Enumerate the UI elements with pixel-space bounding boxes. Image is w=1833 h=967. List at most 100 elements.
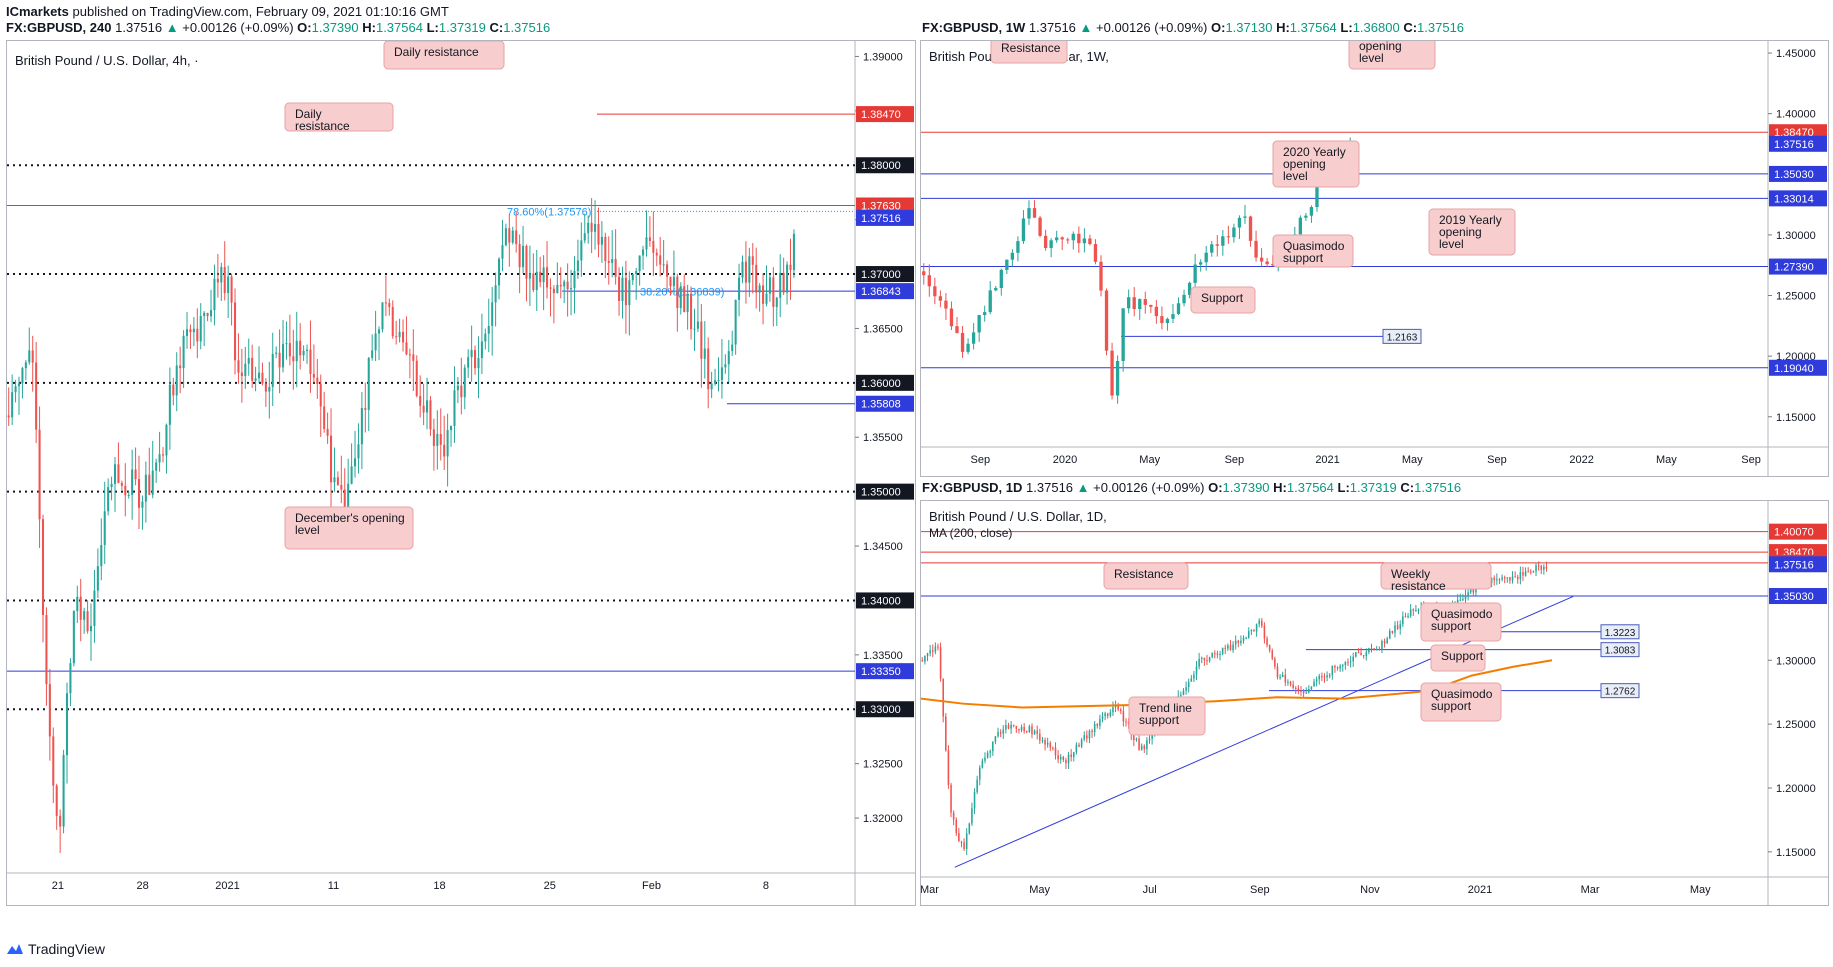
candle-up bbox=[1041, 740, 1044, 742]
candle-down bbox=[432, 429, 435, 446]
x-tick-label: May bbox=[1029, 884, 1050, 896]
candle-up bbox=[501, 245, 504, 259]
candle-down bbox=[1248, 216, 1253, 241]
candle-up bbox=[768, 277, 771, 294]
d1-chart-svg[interactable]: 1.30000 1.25000 1.20000 1.15000 Mar May Jul Sep… bbox=[921, 501, 1828, 905]
candle-up bbox=[494, 285, 497, 303]
candle-down bbox=[415, 360, 418, 396]
h4-high: 1.37564 bbox=[375, 20, 423, 35]
x-tick-label: 2021 bbox=[1468, 884, 1492, 896]
candle-down bbox=[323, 406, 326, 429]
callout-text: Quasimodo bbox=[1431, 607, 1493, 621]
candle-up bbox=[1219, 653, 1221, 655]
candle-up bbox=[710, 383, 713, 390]
candle-up bbox=[997, 732, 999, 737]
candle-down bbox=[1378, 648, 1381, 650]
candle-up bbox=[611, 259, 614, 263]
candle-up bbox=[65, 693, 69, 756]
candle-up bbox=[1399, 624, 1402, 629]
candle-down bbox=[949, 308, 954, 327]
candle-down bbox=[189, 329, 192, 333]
candle-down bbox=[1032, 208, 1037, 218]
candle-down bbox=[515, 230, 518, 245]
price-label: 1.34000 bbox=[861, 595, 901, 607]
candle-up bbox=[1456, 600, 1459, 604]
candle-down bbox=[1138, 738, 1140, 750]
y-tick-label: 1.36500 bbox=[863, 323, 903, 335]
callout-text: 2020 Yearly bbox=[1283, 145, 1346, 159]
candle-down bbox=[1091, 730, 1093, 733]
w1-close: 1.37516 bbox=[1417, 20, 1465, 35]
candle-down bbox=[789, 264, 792, 271]
candle-up bbox=[1075, 744, 1078, 753]
price-label-box bbox=[1769, 359, 1827, 376]
x-tick-label: 21 bbox=[52, 880, 64, 892]
candle-down bbox=[1292, 684, 1294, 688]
w1-price: 1.37516 bbox=[1028, 20, 1076, 35]
candle-up bbox=[271, 353, 274, 387]
candle-down bbox=[1012, 724, 1015, 726]
candle-up bbox=[1082, 238, 1087, 244]
d1-chart-panel[interactable]: 1.30000 1.25000 1.20000 1.15000 Mar May Jul Sep… bbox=[920, 500, 1829, 906]
candle-up bbox=[378, 329, 381, 334]
candle-up bbox=[1005, 259, 1009, 270]
callout-text: Daily resistance bbox=[394, 45, 479, 59]
w1-chart-panel[interactable]: 1.45000 1.40000 1.30000 1.25000 1.20000 1.150… bbox=[920, 40, 1829, 477]
candle-down bbox=[614, 259, 617, 277]
candle-down bbox=[1122, 710, 1125, 722]
candle-down bbox=[1527, 571, 1529, 573]
candle-down bbox=[922, 271, 926, 276]
footer-brand[interactable]: TradingView bbox=[6, 940, 105, 958]
candle-up bbox=[1180, 695, 1182, 697]
candle-up bbox=[1101, 716, 1104, 720]
candle-up bbox=[158, 454, 161, 463]
candle-up bbox=[1352, 656, 1355, 662]
candle-down bbox=[179, 365, 182, 369]
candle-up bbox=[1543, 566, 1545, 570]
candle-up bbox=[1232, 227, 1236, 238]
candle-down bbox=[945, 716, 947, 751]
h4-chart-panel[interactable]: 1.390001.385001.375001.365001.355001.345… bbox=[6, 40, 916, 906]
y-tick-label: 1.15000 bbox=[1776, 847, 1816, 859]
callout-box bbox=[383, 41, 505, 70]
candle-down bbox=[939, 647, 942, 679]
candle-up bbox=[981, 760, 984, 768]
h4-chart-svg[interactable]: 1.390001.385001.375001.365001.355001.345… bbox=[7, 41, 915, 905]
candle-down bbox=[1036, 730, 1038, 734]
h4-low: 1.37319 bbox=[438, 20, 486, 35]
callout-box bbox=[1272, 140, 1360, 188]
candle-down bbox=[1143, 299, 1147, 305]
candle-up bbox=[467, 357, 470, 368]
candle-up bbox=[631, 274, 634, 281]
candle-down bbox=[1237, 640, 1240, 644]
candle-up bbox=[994, 736, 997, 742]
candle-down bbox=[45, 615, 48, 685]
candle-up bbox=[971, 332, 976, 344]
price-label: 1.36843 bbox=[861, 286, 901, 298]
candle-up bbox=[1402, 616, 1404, 625]
candle-up bbox=[635, 271, 638, 275]
candle-up bbox=[758, 285, 761, 293]
w1-chart-svg[interactable]: 1.450001.400001.300001.250001.200001.150… bbox=[921, 41, 1828, 476]
candle-up bbox=[968, 823, 971, 834]
candle-down bbox=[299, 340, 302, 356]
callout-text: Weekly bbox=[1391, 567, 1430, 581]
candle-down bbox=[546, 267, 549, 288]
candle-up bbox=[480, 341, 483, 359]
candle-down bbox=[1370, 648, 1373, 650]
candle-down bbox=[230, 276, 233, 303]
candle-down bbox=[319, 384, 322, 407]
callout-text: opening bbox=[1359, 41, 1402, 53]
candle-up bbox=[662, 264, 665, 266]
candle-up bbox=[511, 230, 514, 243]
candle-up bbox=[477, 358, 480, 369]
y-tick-label: 1.33500 bbox=[863, 650, 903, 662]
candle-up bbox=[504, 228, 507, 246]
candle-down bbox=[566, 281, 569, 290]
y-tick-label: 1.39000 bbox=[863, 51, 903, 63]
candle-up bbox=[1067, 754, 1070, 764]
candle-down bbox=[676, 276, 679, 309]
candle-down bbox=[1057, 755, 1059, 760]
candle-up bbox=[1185, 687, 1187, 691]
candle-up bbox=[989, 751, 991, 753]
